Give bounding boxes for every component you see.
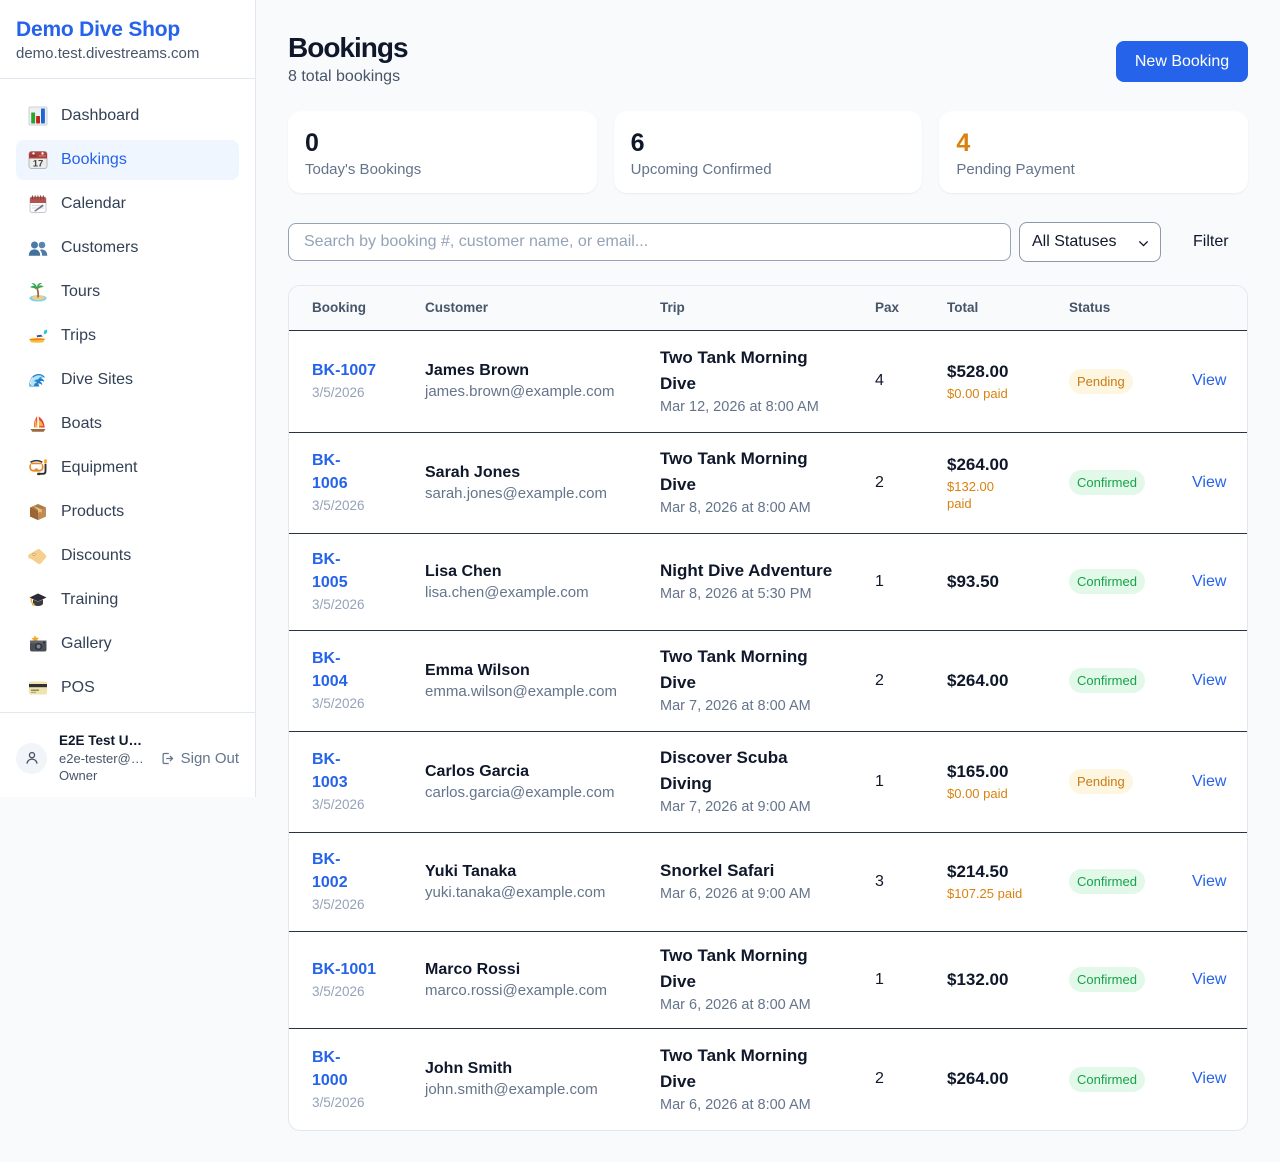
- svg-text:17: 17: [33, 159, 44, 170]
